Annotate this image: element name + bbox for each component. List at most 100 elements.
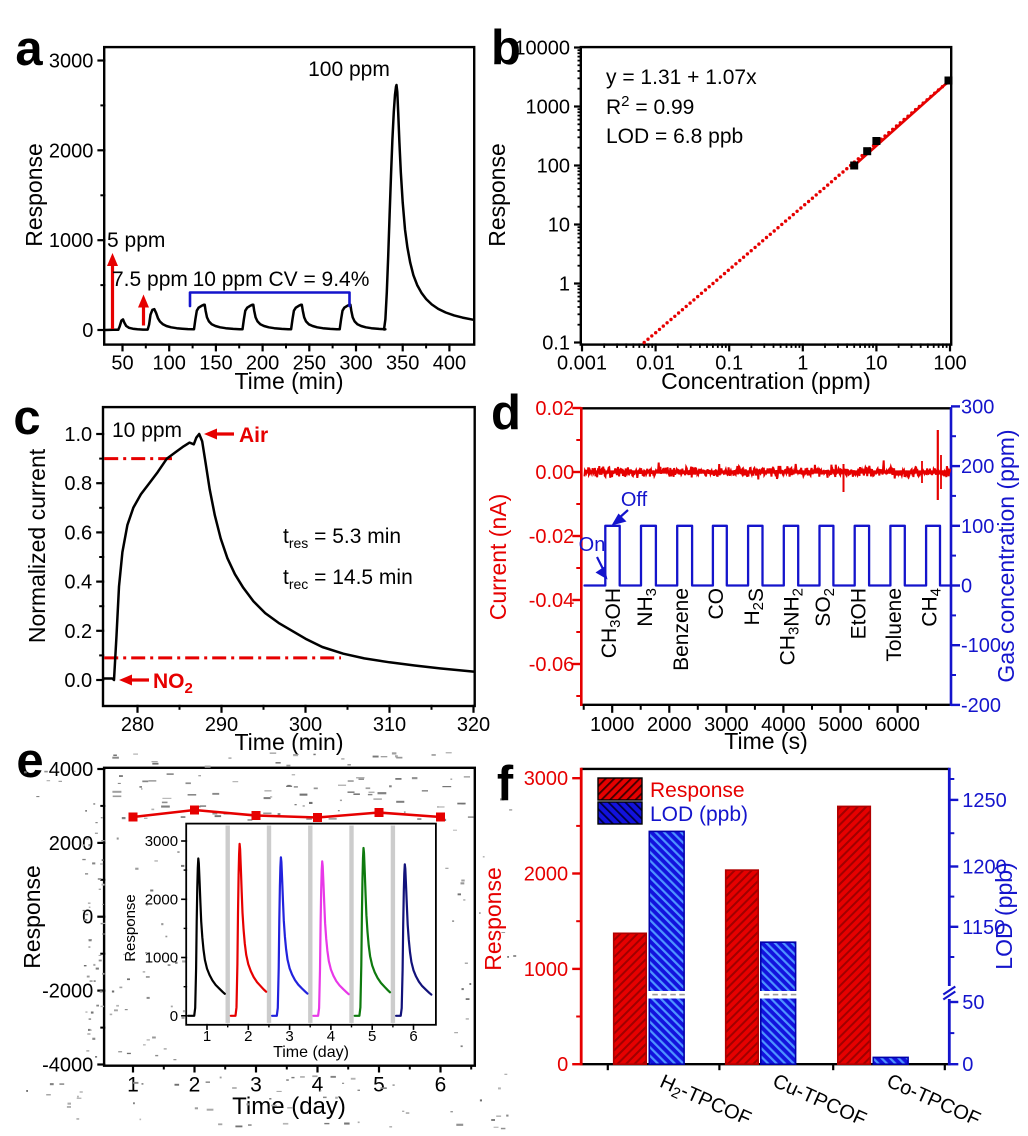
svg-text:2000: 2000 (49, 140, 94, 162)
svg-text:0.00: 0.00 (535, 462, 574, 484)
svg-text:Gas concentration (ppm): Gas concentration (ppm) (993, 429, 1019, 682)
svg-text:Off: Off (621, 489, 648, 511)
svg-text:1000: 1000 (49, 230, 94, 252)
svg-text:4000: 4000 (49, 759, 94, 781)
svg-text:-2000: -2000 (42, 981, 93, 1003)
svg-text:10: 10 (548, 215, 570, 237)
svg-text:0: 0 (961, 576, 972, 598)
svg-text:320: 320 (457, 714, 490, 736)
svg-text:a: a (15, 22, 43, 76)
svg-text:310: 310 (373, 714, 406, 736)
svg-text:0.001: 0.001 (557, 352, 607, 374)
svg-text:tres = 5.3 min: tres = 5.3 min (283, 525, 401, 551)
svg-text:Response: Response (19, 865, 45, 969)
svg-text:1: 1 (797, 352, 808, 374)
svg-text:0.2: 0.2 (64, 621, 92, 643)
svg-text:150: 150 (199, 352, 232, 374)
svg-text:6: 6 (435, 1074, 447, 1097)
svg-text:1: 1 (559, 274, 570, 296)
svg-text:4000: 4000 (761, 714, 806, 736)
svg-text:1: 1 (203, 1028, 211, 1045)
svg-text:1.0: 1.0 (64, 424, 92, 446)
svg-text:10000: 10000 (514, 38, 570, 60)
svg-text:1000: 1000 (145, 950, 178, 967)
svg-text:1250: 1250 (962, 790, 1007, 812)
svg-text:0: 0 (962, 1054, 973, 1076)
svg-text:CH4: CH4 (919, 588, 945, 627)
svg-text:0: 0 (82, 907, 93, 929)
svg-text:CO: CO (705, 588, 728, 620)
svg-text:Current (nA): Current (nA) (485, 494, 511, 621)
svg-text:350: 350 (386, 352, 419, 374)
svg-text:d: d (491, 386, 521, 440)
svg-text:Response: Response (122, 894, 139, 962)
svg-text:H2S: H2S (741, 588, 768, 626)
svg-text:0.01: 0.01 (636, 352, 675, 374)
svg-text:0.0: 0.0 (64, 670, 92, 692)
svg-text:Response: Response (480, 867, 506, 971)
svg-text:y = 1.31 + 1.07x: y = 1.31 + 1.07x (606, 66, 757, 89)
svg-text:1150: 1150 (962, 917, 1005, 939)
svg-text:1: 1 (127, 1074, 139, 1097)
svg-text:c: c (13, 391, 40, 445)
svg-text:-200: -200 (961, 695, 1001, 717)
svg-text:Time (day): Time (day) (232, 1093, 346, 1120)
svg-text:3: 3 (285, 1028, 293, 1045)
svg-text:2000: 2000 (145, 891, 178, 908)
svg-text:Time (day): Time (day) (273, 1044, 349, 1061)
svg-text:Response: Response (21, 143, 47, 247)
svg-text:Co-TPCOF: Co-TPCOF (883, 1070, 983, 1131)
svg-text:5: 5 (368, 1028, 376, 1045)
svg-text:EtOH: EtOH (848, 588, 871, 639)
svg-text:R2 = 0.99: R2 = 0.99 (606, 93, 694, 119)
svg-text:300: 300 (289, 714, 322, 736)
svg-text:0: 0 (170, 1008, 178, 1025)
svg-text:2000: 2000 (647, 714, 692, 736)
svg-text:LOD = 6.8 ppb: LOD = 6.8 ppb (606, 125, 743, 148)
svg-text:LOD (ppb): LOD (ppb) (650, 803, 748, 826)
svg-text:100: 100 (537, 156, 570, 178)
svg-text:CH3OH: CH3OH (598, 588, 625, 658)
svg-text:trec = 14.5 min: trec = 14.5 min (283, 566, 413, 592)
svg-text:2: 2 (244, 1028, 252, 1045)
svg-text:e: e (16, 734, 43, 788)
svg-text:Normalized current: Normalized current (24, 448, 50, 643)
svg-text:-4000: -4000 (42, 1055, 93, 1077)
svg-text:0.6: 0.6 (64, 522, 92, 544)
svg-text:1200: 1200 (962, 857, 1007, 879)
svg-text:200: 200 (246, 352, 279, 374)
svg-text:SO2: SO2 (812, 588, 838, 627)
svg-text:Concentration (ppm): Concentration (ppm) (661, 368, 871, 394)
svg-text:0.1: 0.1 (715, 352, 743, 374)
svg-text:280: 280 (121, 714, 154, 736)
svg-text:Time (min): Time (min) (234, 368, 343, 394)
svg-text:50: 50 (111, 352, 133, 374)
svg-text:On: On (579, 534, 606, 556)
svg-text:10 ppm CV = 9.4%: 10 ppm CV = 9.4% (193, 268, 370, 291)
svg-text:6: 6 (409, 1028, 417, 1045)
svg-text:Response: Response (484, 143, 510, 247)
svg-text:Time (min): Time (min) (234, 729, 343, 755)
svg-text:4: 4 (327, 1028, 335, 1045)
svg-text:400: 400 (433, 352, 466, 374)
svg-text:0.02: 0.02 (535, 398, 574, 420)
svg-text:7.5 ppm: 7.5 ppm (112, 268, 188, 291)
svg-text:100 ppm: 100 ppm (308, 58, 390, 81)
svg-text:Air: Air (239, 424, 268, 447)
svg-text:290: 290 (205, 714, 238, 736)
svg-text:-0.06: -0.06 (529, 654, 575, 676)
svg-text:300: 300 (339, 352, 372, 374)
svg-text:100: 100 (961, 516, 994, 538)
svg-text:6000: 6000 (875, 714, 920, 736)
svg-text:0.4: 0.4 (64, 572, 92, 594)
svg-text:H2-TPCOF: H2-TPCOF (655, 1071, 754, 1133)
svg-text:NO2: NO2 (153, 670, 193, 697)
svg-text:Cu-TPCOF: Cu-TPCOF (769, 1070, 869, 1131)
svg-text:1000: 1000 (524, 959, 569, 981)
svg-text:10 ppm: 10 ppm (112, 419, 182, 442)
svg-text:b: b (491, 21, 521, 75)
svg-text:0: 0 (82, 320, 93, 342)
svg-text:2000: 2000 (49, 833, 94, 855)
svg-text:-0.02: -0.02 (529, 526, 575, 548)
svg-text:2: 2 (189, 1074, 201, 1097)
